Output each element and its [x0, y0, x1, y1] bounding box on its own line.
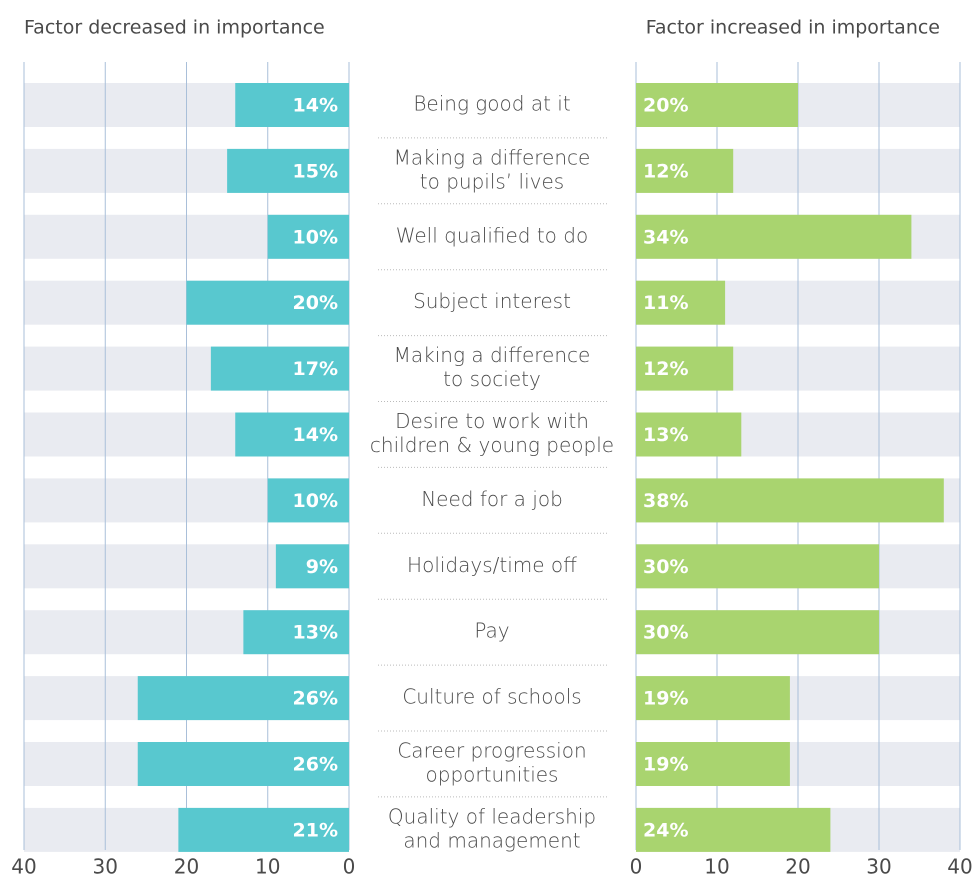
- value-label: 30%: [643, 556, 688, 578]
- category-label: Well qualified to do: [396, 223, 588, 247]
- category-label: Holidays/time off: [407, 553, 577, 577]
- value-label: 26%: [293, 754, 338, 776]
- bar: [137, 676, 349, 721]
- value-label: 12%: [643, 358, 688, 380]
- value-label: 24%: [643, 819, 688, 841]
- value-label: 14%: [293, 424, 338, 446]
- value-label: 10%: [293, 490, 338, 512]
- bar: [267, 478, 349, 523]
- bar: [235, 412, 349, 457]
- category-label: Desire to work with: [395, 409, 589, 433]
- right-header: Factor increased in importance: [646, 17, 940, 39]
- bar: [636, 148, 734, 193]
- bar: [636, 280, 726, 325]
- bar: [267, 214, 349, 259]
- x-tick-label: 0: [343, 855, 356, 879]
- bar: [636, 83, 798, 127]
- bar: [636, 807, 831, 852]
- value-label: 12%: [643, 160, 688, 182]
- bar: [636, 676, 790, 721]
- category-label: Being good at it: [413, 92, 570, 116]
- bar: [636, 346, 734, 391]
- x-tick-label: 10: [704, 855, 729, 879]
- category-label: Quality of leadership: [388, 804, 596, 828]
- value-label: 26%: [293, 688, 338, 710]
- bar: [210, 346, 349, 391]
- value-label: 11%: [643, 292, 688, 314]
- x-tick-label: 30: [93, 855, 118, 879]
- bar: [636, 610, 879, 655]
- value-label: 21%: [293, 819, 338, 841]
- bar: [275, 544, 349, 589]
- bar: [137, 742, 349, 786]
- x-tick-label: 40: [947, 855, 972, 879]
- value-label: 17%: [293, 358, 338, 380]
- bar: [636, 412, 742, 457]
- category-label: children & young people: [370, 433, 614, 457]
- bar: [636, 214, 912, 259]
- value-label: 34%: [643, 226, 688, 248]
- x-tick-label: 40: [11, 855, 36, 879]
- category-label: Need for a job: [421, 487, 563, 511]
- bar: [235, 83, 349, 127]
- x-tick-label: 20: [174, 855, 199, 879]
- x-tick-label: 30: [866, 855, 891, 879]
- category-label: Pay: [474, 619, 509, 643]
- value-label: 19%: [643, 688, 688, 710]
- category-label: to pupils’ lives: [420, 169, 564, 193]
- bar: [636, 742, 790, 786]
- value-label: 13%: [643, 424, 688, 446]
- bar: [636, 544, 879, 589]
- category-label: Making a difference: [394, 145, 591, 169]
- value-label: 10%: [293, 226, 338, 248]
- category-label: Subject interest: [413, 289, 571, 313]
- x-tick-label: 0: [630, 855, 643, 879]
- category-label: Making a difference: [394, 343, 591, 367]
- bar: [636, 478, 944, 523]
- category-label: Culture of schools: [402, 685, 581, 709]
- value-label: 9%: [306, 556, 338, 578]
- bar: [227, 148, 349, 193]
- category-label: to society: [443, 367, 541, 391]
- value-label: 20%: [293, 292, 338, 314]
- category-label: Career progression: [397, 739, 586, 763]
- value-label: 19%: [643, 754, 688, 776]
- x-tick-label: 10: [255, 855, 280, 879]
- value-label: 13%: [293, 622, 338, 644]
- value-label: 30%: [643, 622, 688, 644]
- bar: [178, 807, 349, 852]
- value-label: 15%: [293, 160, 338, 182]
- category-label: and management: [403, 828, 580, 852]
- value-label: 14%: [293, 95, 338, 117]
- bar: [243, 610, 349, 655]
- bar: [186, 280, 349, 325]
- category-label: opportunities: [426, 763, 559, 787]
- value-label: 38%: [643, 490, 688, 512]
- left-header: Factor decreased in importance: [24, 17, 325, 39]
- x-tick-label: 20: [785, 855, 810, 879]
- value-label: 20%: [643, 95, 688, 117]
